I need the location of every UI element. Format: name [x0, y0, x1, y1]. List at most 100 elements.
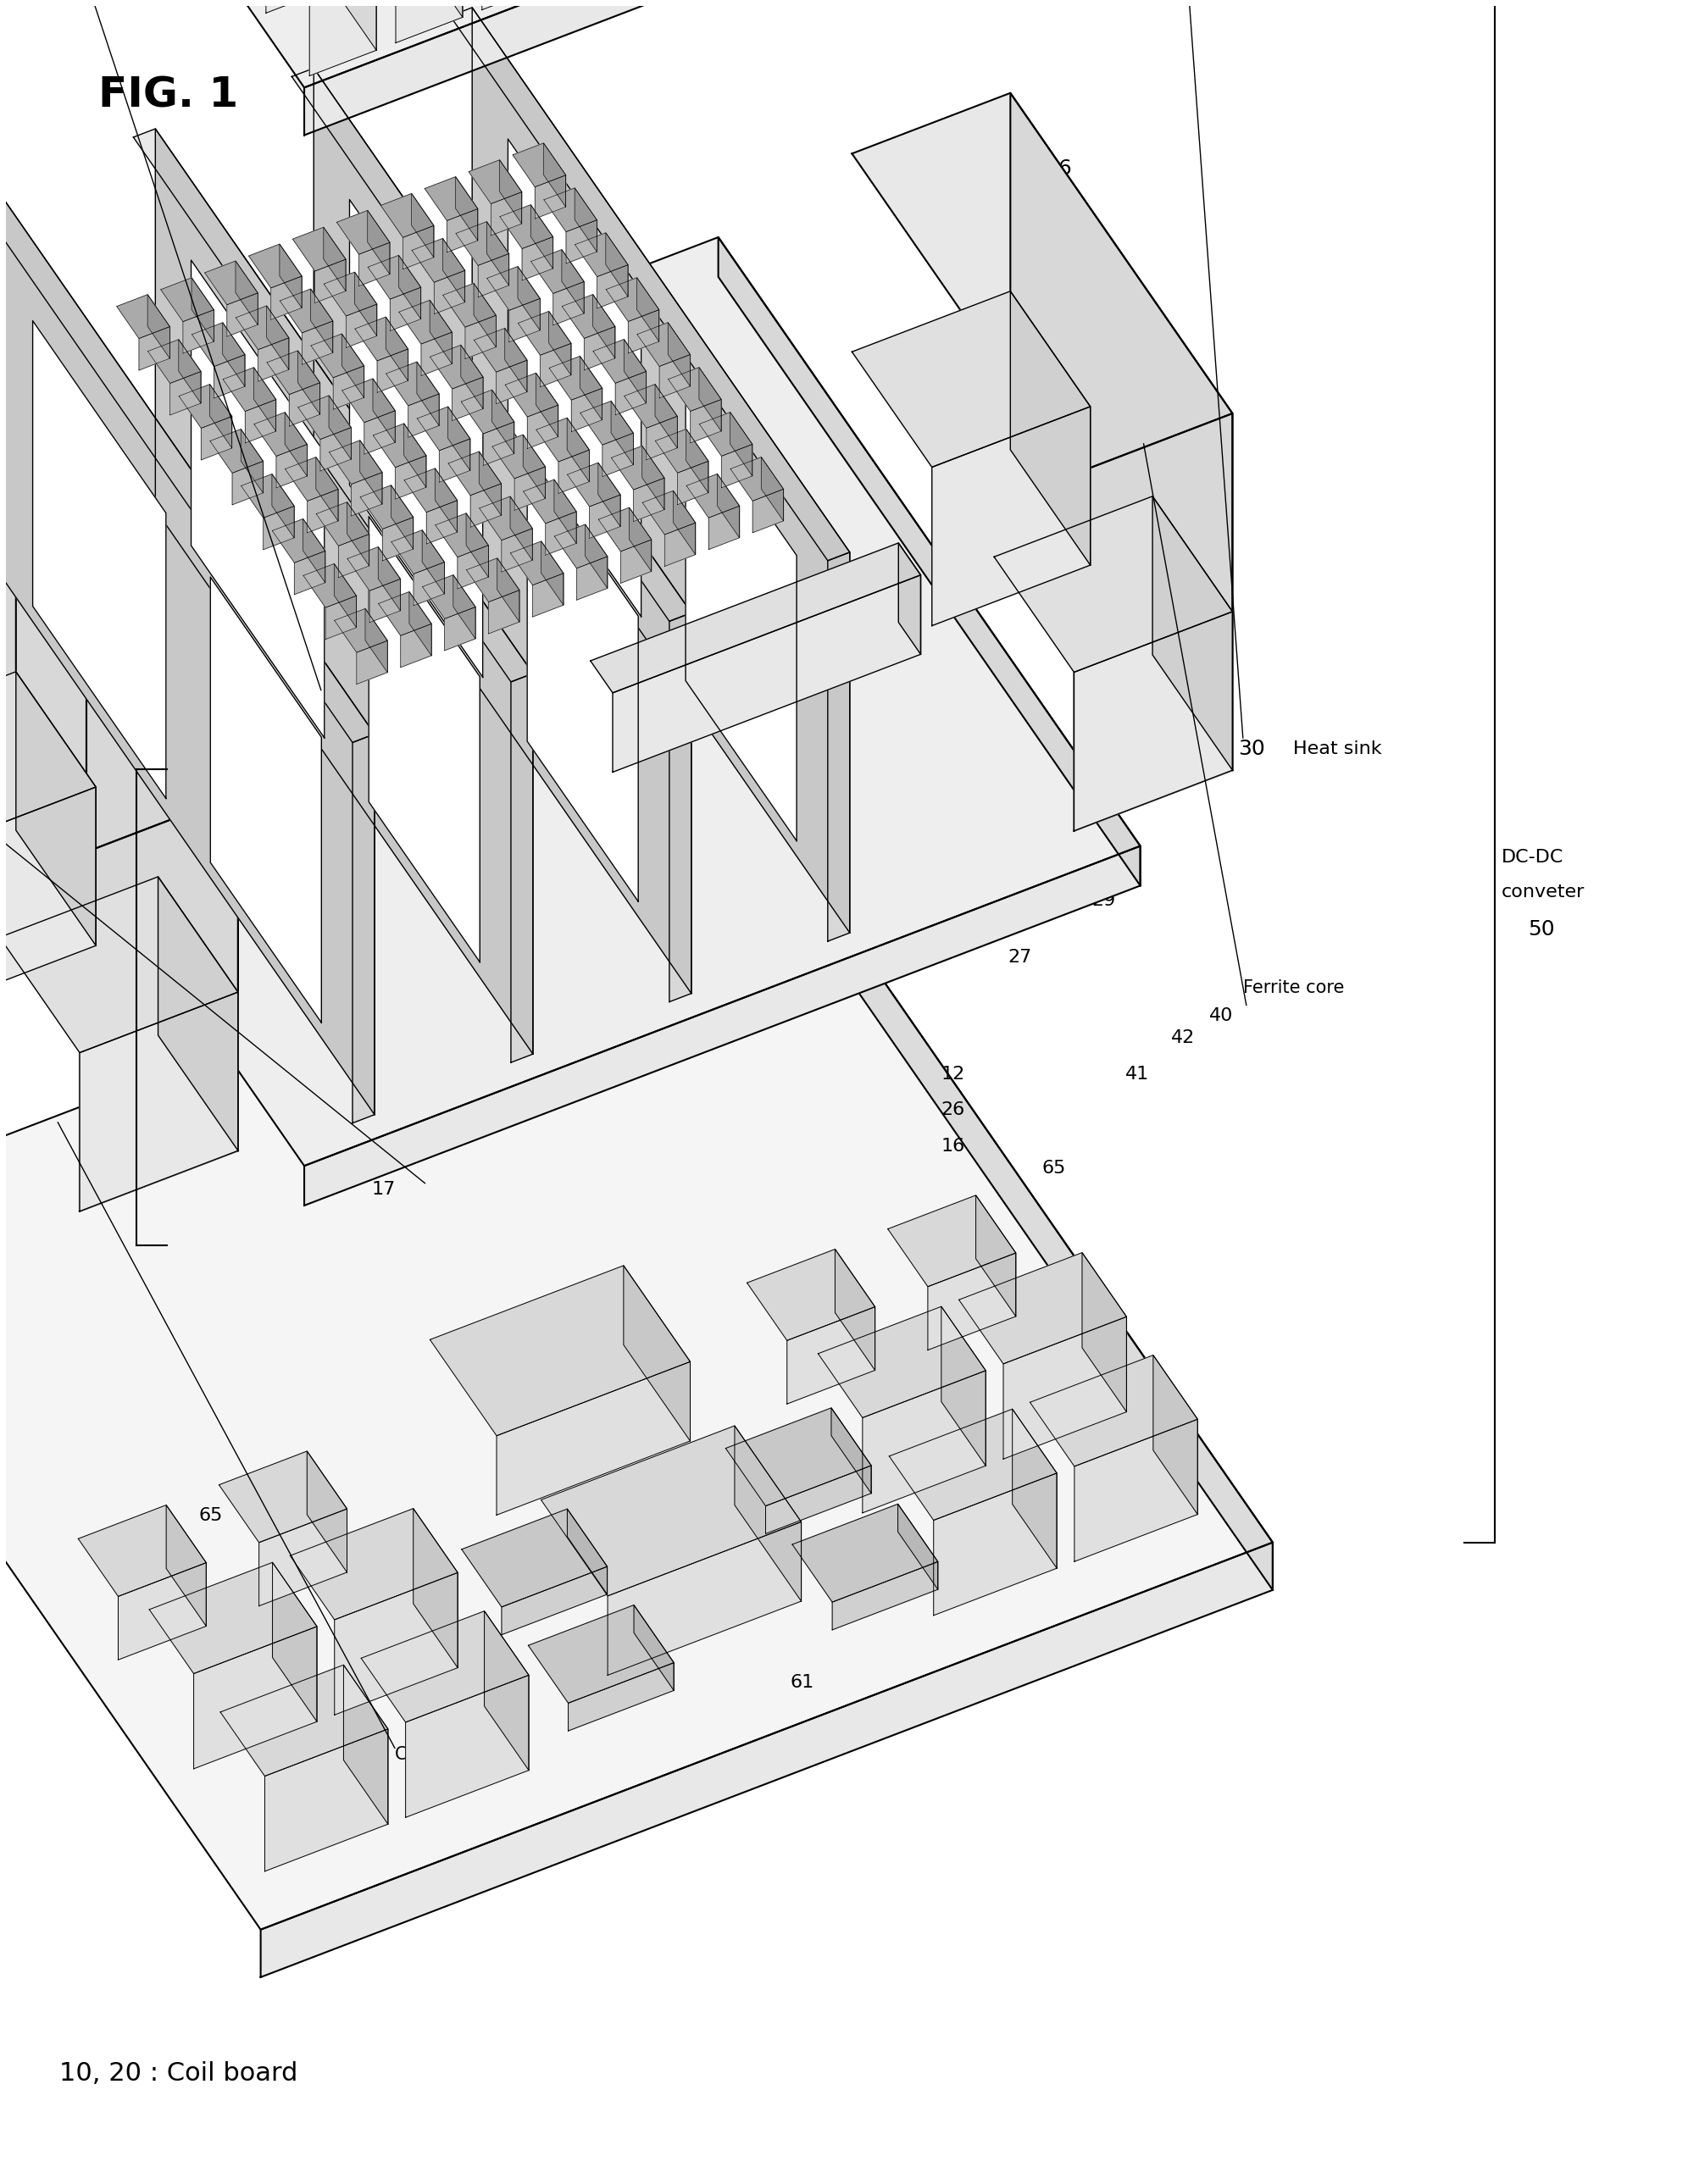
Polygon shape [549, 356, 603, 400]
Text: 25: 25 [562, 821, 586, 839]
Polygon shape [461, 345, 483, 408]
Polygon shape [412, 238, 464, 282]
Polygon shape [670, 614, 692, 1002]
Polygon shape [430, 299, 452, 365]
Polygon shape [344, 1664, 388, 1824]
Polygon shape [819, 1306, 986, 1417]
Polygon shape [422, 332, 452, 376]
Polygon shape [387, 363, 439, 406]
Polygon shape [471, 483, 501, 526]
Polygon shape [500, 205, 554, 249]
Polygon shape [292, 68, 692, 620]
Polygon shape [398, 256, 420, 319]
Polygon shape [567, 463, 621, 507]
Polygon shape [674, 491, 695, 555]
Polygon shape [511, 673, 533, 1061]
Polygon shape [496, 360, 527, 404]
Polygon shape [616, 371, 647, 415]
Polygon shape [436, 467, 457, 533]
Polygon shape [316, 456, 338, 522]
Text: 42: 42 [1171, 1029, 1195, 1046]
Polygon shape [395, 456, 425, 500]
Polygon shape [314, 68, 692, 994]
Polygon shape [613, 574, 920, 773]
Polygon shape [717, 474, 739, 537]
Text: 30: 30 [1237, 738, 1264, 760]
Polygon shape [1153, 1354, 1197, 1514]
Polygon shape [116, 295, 170, 339]
Polygon shape [326, 596, 356, 640]
Polygon shape [307, 489, 338, 533]
Text: Ferrite core: Ferrite core [1242, 978, 1344, 996]
Polygon shape [994, 496, 1232, 673]
Polygon shape [272, 275, 302, 319]
Text: 40: 40 [115, 1033, 142, 1055]
Polygon shape [510, 299, 540, 343]
Polygon shape [349, 199, 483, 677]
Polygon shape [457, 546, 488, 590]
Polygon shape [559, 450, 589, 494]
Polygon shape [0, 190, 375, 743]
Polygon shape [226, 293, 258, 336]
Polygon shape [486, 221, 508, 286]
Text: 26: 26 [942, 1101, 966, 1118]
Polygon shape [302, 321, 333, 365]
Polygon shape [333, 367, 365, 408]
Polygon shape [316, 502, 370, 546]
Polygon shape [241, 474, 294, 518]
Polygon shape [316, 260, 346, 304]
Polygon shape [241, 430, 263, 494]
Polygon shape [324, 273, 376, 317]
Polygon shape [280, 245, 302, 308]
Polygon shape [285, 456, 338, 500]
Polygon shape [589, 496, 621, 537]
Polygon shape [473, 7, 849, 933]
Text: conveter: conveter [1501, 885, 1585, 900]
Polygon shape [734, 1426, 802, 1601]
Polygon shape [311, 288, 333, 354]
Polygon shape [79, 793, 238, 1212]
Polygon shape [408, 393, 439, 437]
Polygon shape [0, 786, 96, 1007]
Polygon shape [236, 306, 289, 349]
Polygon shape [647, 417, 677, 461]
Polygon shape [510, 542, 564, 585]
Polygon shape [365, 609, 388, 673]
Polygon shape [354, 273, 376, 336]
Polygon shape [1003, 1317, 1126, 1459]
Polygon shape [425, 177, 478, 221]
Polygon shape [888, 1195, 1016, 1286]
Polygon shape [668, 367, 721, 411]
Polygon shape [267, 306, 289, 369]
Polygon shape [15, 673, 96, 946]
Text: 41: 41 [1126, 1066, 1150, 1083]
Polygon shape [515, 467, 545, 511]
Polygon shape [15, 474, 238, 1151]
Polygon shape [928, 1254, 1016, 1350]
Polygon shape [223, 323, 245, 387]
Polygon shape [655, 384, 677, 448]
Polygon shape [339, 535, 370, 577]
Polygon shape [272, 474, 294, 537]
Polygon shape [209, 430, 263, 474]
Polygon shape [324, 227, 346, 290]
Polygon shape [474, 328, 527, 371]
Polygon shape [592, 339, 647, 382]
Polygon shape [221, 1664, 388, 1776]
Polygon shape [258, 339, 289, 382]
Polygon shape [209, 384, 231, 448]
Polygon shape [329, 395, 351, 459]
Polygon shape [348, 502, 370, 566]
Polygon shape [155, 129, 533, 1055]
Polygon shape [1013, 1409, 1057, 1568]
Polygon shape [479, 496, 532, 539]
Polygon shape [304, 0, 1141, 135]
Polygon shape [611, 402, 633, 465]
Polygon shape [360, 441, 381, 505]
Polygon shape [565, 221, 598, 264]
Polygon shape [513, 144, 565, 188]
Polygon shape [370, 579, 400, 622]
Text: 32: 32 [1041, 863, 1065, 878]
Polygon shape [277, 443, 307, 487]
Polygon shape [830, 1409, 871, 1494]
